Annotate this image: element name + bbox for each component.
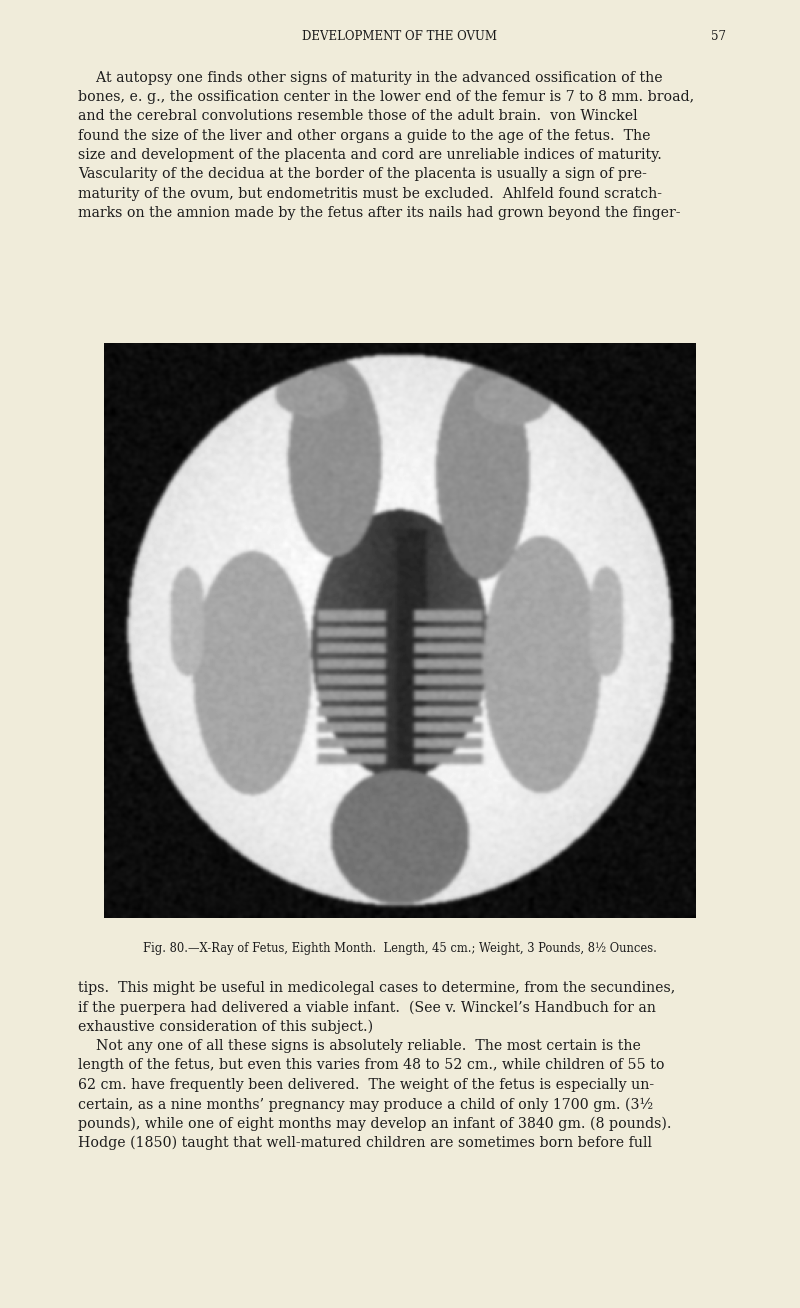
Text: Vascularity of the decidua at the border of the placenta is usually a sign of pr: Vascularity of the decidua at the border… xyxy=(78,167,647,182)
Text: certain, as a nine months’ pregnancy may produce a child of only 1700 gm. (3½: certain, as a nine months’ pregnancy may… xyxy=(78,1097,654,1112)
Text: Not any one of all these signs is absolutely reliable.  The most certain is the: Not any one of all these signs is absolu… xyxy=(78,1039,642,1053)
Text: maturity of the ovum, but endometritis must be excluded.  Ahlfeld found scratch-: maturity of the ovum, but endometritis m… xyxy=(78,187,662,201)
Text: 62 cm. have frequently been delivered.  The weight of the fetus is especially un: 62 cm. have frequently been delivered. T… xyxy=(78,1078,654,1092)
Text: marks on the amnion made by the fetus after its nails had grown beyond the finge: marks on the amnion made by the fetus af… xyxy=(78,207,681,220)
Text: size and development of the placenta and cord are unreliable indices of maturity: size and development of the placenta and… xyxy=(78,148,662,162)
Text: exhaustive consideration of this subject.): exhaustive consideration of this subject… xyxy=(78,1020,374,1035)
Text: DEVELOPMENT OF THE OVUM: DEVELOPMENT OF THE OVUM xyxy=(302,30,498,43)
Text: found the size of the liver and other organs a guide to the age of the fetus.  T: found the size of the liver and other or… xyxy=(78,128,651,143)
Text: At autopsy one finds other signs of maturity in the advanced ossification of the: At autopsy one finds other signs of matu… xyxy=(78,71,663,85)
Text: Hodge (1850) taught that well-matured children are sometimes born before full: Hodge (1850) taught that well-matured ch… xyxy=(78,1135,653,1150)
Text: if the puerpera had delivered a viable infant.  (See v. Winckel’s Handbuch for a: if the puerpera had delivered a viable i… xyxy=(78,1001,656,1015)
Text: length of the fetus, but even this varies from 48 to 52 cm., while children of 5: length of the fetus, but even this varie… xyxy=(78,1058,665,1073)
Text: bones, e. g., the ossification center in the lower end of the femur is 7 to 8 mm: bones, e. g., the ossification center in… xyxy=(78,90,694,105)
Text: tips.  This might be useful in medicolegal cases to determine, from the secundin: tips. This might be useful in medicolega… xyxy=(78,981,676,995)
Text: pounds), while one of eight months may develop an infant of 3840 gm. (8 pounds).: pounds), while one of eight months may d… xyxy=(78,1117,672,1131)
Text: 57: 57 xyxy=(711,30,726,43)
Text: Fig. 80.—X-Ray of Fetus, Eighth Month.  Length, 45 cm.; Weight, 3 Pounds, 8½ Oun: Fig. 80.—X-Ray of Fetus, Eighth Month. L… xyxy=(143,942,657,955)
Text: and the cerebral convolutions resemble those of the adult brain.  von Winckel: and the cerebral convolutions resemble t… xyxy=(78,110,638,123)
